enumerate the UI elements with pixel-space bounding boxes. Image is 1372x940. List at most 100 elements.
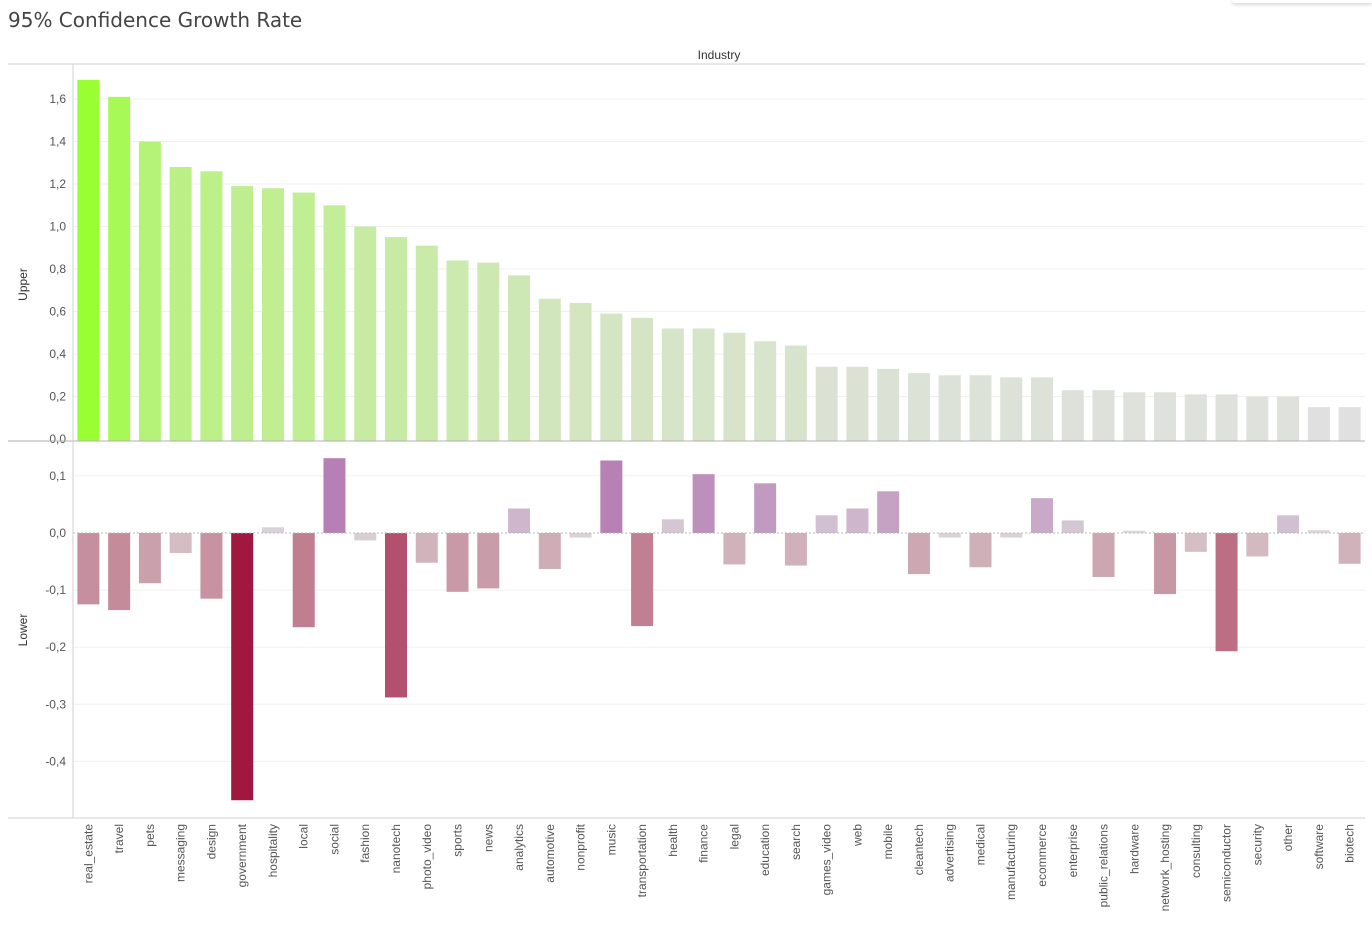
lower-bar-medical <box>969 533 992 568</box>
x-tick-label-transportation: transportation <box>635 824 649 897</box>
upper-tick-label: 0,0 <box>49 432 66 446</box>
upper-bar-transportation <box>631 317 654 441</box>
lower-bar-pets <box>138 533 161 584</box>
upper-tick-label: 1,0 <box>49 220 66 234</box>
upper-axis-label: Upper <box>16 268 30 301</box>
upper-bar-analytics <box>508 275 531 441</box>
lower-bar-travel <box>108 533 131 611</box>
lower-bar-automotive <box>538 533 561 569</box>
upper-bar-photo_video <box>415 245 438 441</box>
upper-bar-medical <box>969 375 992 441</box>
upper-tick-label: 0,2 <box>49 390 66 404</box>
x-tick-label-finance: finance <box>697 824 711 863</box>
upper-bar-cleantech <box>907 373 930 441</box>
lower-bar-hospitality <box>261 527 284 533</box>
lower-bar-social <box>323 458 346 533</box>
upper-tick-label: 0,6 <box>49 305 66 319</box>
upper-bar-real_estate <box>77 79 100 441</box>
x-tick-label-web: web <box>850 824 864 847</box>
lower-bar-ecommerce <box>1031 498 1053 533</box>
upper-tick-label: 0,8 <box>49 262 66 276</box>
upper-bar-search <box>784 345 807 441</box>
lower-bar-consulting <box>1184 533 1207 552</box>
upper-bar-semiconductor <box>1215 394 1238 441</box>
upper-bar-government <box>231 186 254 441</box>
x-tick-label-software: software <box>1312 824 1326 870</box>
lower-bar-transportation <box>631 533 654 627</box>
upper-bar-finance <box>692 328 715 441</box>
x-tick-label-hardware: hardware <box>1127 824 1141 874</box>
lower-bar-design <box>200 533 223 599</box>
upper-bar-automotive <box>538 298 561 441</box>
lower-bar-enterprise <box>1061 520 1084 533</box>
lower-bar-hardware <box>1123 530 1146 533</box>
lower-bar-news <box>477 533 500 589</box>
upper-bar-hardware <box>1123 392 1146 441</box>
upper-bar-consulting <box>1184 394 1207 441</box>
lower-bar-cleantech <box>907 533 930 575</box>
x-tick-label-games_video: games_video <box>820 824 834 896</box>
upper-pane: 0,0 0,2 0,4 0,6 0,8 1,0 1,2 1,4 1,6 Upper <box>16 79 1365 446</box>
lower-bar-games_video <box>815 515 838 533</box>
upper-bar-social <box>323 205 346 441</box>
lower-bar-advertising <box>938 533 961 538</box>
x-tick-label-other: other <box>1281 824 1295 851</box>
x-tick-label-music: music <box>604 824 618 855</box>
upper-bar-local <box>292 192 315 441</box>
upper-bar-public_relations <box>1092 390 1115 441</box>
upper-bar-health <box>661 328 684 441</box>
x-tick-label-medical: medical <box>973 824 987 865</box>
upper-bar-advertising <box>938 375 961 441</box>
lower-bar-health <box>661 519 684 533</box>
upper-bar-enterprise <box>1061 390 1084 441</box>
upper-bar-manufacturing <box>1000 377 1023 441</box>
upper-bar-messaging <box>169 167 192 441</box>
x-tick-label-nanotech: nanotech <box>389 824 403 873</box>
upper-bar-software <box>1307 407 1330 441</box>
lower-tick-label: 0,0 <box>49 526 66 540</box>
upper-bar-legal <box>723 332 746 441</box>
upper-bar-web <box>846 366 869 441</box>
lower-bar-real_estate <box>77 533 100 605</box>
lower-bar-legal <box>723 533 746 565</box>
lower-bar-photo_video <box>415 533 438 563</box>
x-tick-label-biotech: biotech <box>1343 824 1357 863</box>
x-tick-label-photo_video: photo_video <box>420 824 434 890</box>
upper-bar-music <box>600 313 623 441</box>
lower-tick-label: -0,1 <box>45 583 66 597</box>
lower-bar-mobile <box>877 491 900 533</box>
x-tick-label-network_hosting: network_hosting <box>1158 824 1172 911</box>
x-tick-label-pets: pets <box>143 824 157 847</box>
upper-bar-sports <box>446 260 469 441</box>
x-tick-label-automotive: automotive <box>543 824 557 883</box>
upper-bar-network_hosting <box>1154 392 1177 441</box>
x-tick-label-hospitality: hospitality <box>266 824 280 877</box>
upper-bar-hospitality <box>261 188 284 441</box>
upper-bar-security <box>1246 396 1269 441</box>
lower-bar-other <box>1277 515 1300 533</box>
x-tick-label-education: education <box>758 824 772 876</box>
upper-tick-label: 1,2 <box>49 177 66 191</box>
lower-bar-public_relations <box>1092 533 1115 577</box>
lower-axis-label: Lower <box>16 614 30 647</box>
x-tick-label-consulting: consulting <box>1189 824 1203 878</box>
x-tick-label-health: health <box>666 824 680 857</box>
upper-bar-travel <box>108 96 131 441</box>
x-tick-label-advertising: advertising <box>943 824 957 882</box>
upper-bar-nanotech <box>385 237 407 441</box>
upper-tick-label: 0,4 <box>49 347 66 361</box>
upper-bar-mobile <box>877 368 900 441</box>
lower-bar-fashion <box>354 533 377 541</box>
x-tick-label-semiconductor: semiconductor <box>1220 824 1234 902</box>
x-tick-label-analytics: analytics <box>512 824 526 871</box>
upper-bar-ecommerce <box>1031 377 1053 441</box>
lower-pane: -0,4 -0,3 -0,2 -0,1 0,0 0,1 Lower <box>16 458 1365 801</box>
upper-bar-other <box>1277 396 1300 441</box>
lower-bar-software <box>1307 530 1330 533</box>
x-tick-label-news: news <box>481 824 495 852</box>
lower-bar-music <box>600 460 623 533</box>
x-tick-label-design: design <box>204 824 218 859</box>
lower-bar-government <box>231 533 254 801</box>
lower-tick-label: 0,1 <box>49 469 66 483</box>
